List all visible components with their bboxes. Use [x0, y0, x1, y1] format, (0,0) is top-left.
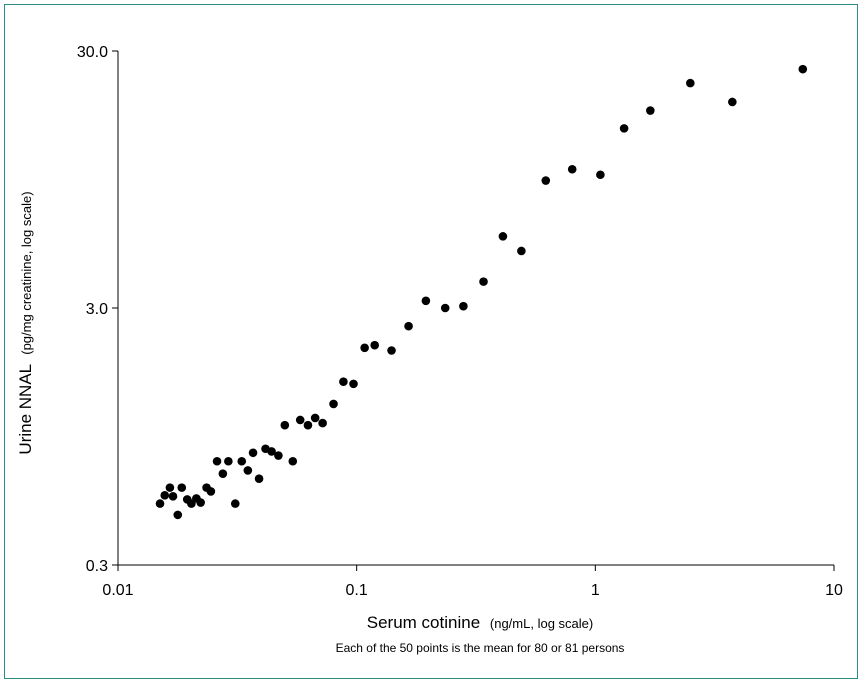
data-point: [280, 420, 290, 430]
data-point: [318, 418, 327, 428]
data-point: [196, 498, 205, 507]
y-tick-label: 0.3: [86, 558, 108, 575]
data-point: [212, 456, 222, 466]
x-tick-label: 10: [825, 582, 843, 599]
data-point: [329, 399, 338, 409]
data-point: [479, 277, 488, 286]
data-point: [267, 447, 276, 456]
data-point: [440, 303, 450, 313]
data-points: [155, 64, 808, 520]
x-tick-label: 1: [591, 582, 600, 599]
data-point: [254, 474, 264, 484]
x-axis-label-main: Serum cotinine: [367, 613, 480, 632]
data-point: [498, 232, 508, 241]
data-point: [173, 510, 183, 520]
data-point: [686, 78, 695, 88]
data-point: [177, 483, 187, 492]
data-point: [230, 499, 240, 508]
y-tick-label: 30.0: [77, 44, 108, 61]
data-point: [360, 343, 369, 353]
data-point: [404, 321, 413, 331]
data-point: [798, 64, 808, 74]
data-point: [596, 170, 605, 180]
data-point: [160, 491, 170, 500]
data-point: [206, 487, 216, 496]
data-point: [248, 448, 258, 458]
x-tick-label: 0.01: [102, 582, 133, 599]
data-point: [237, 456, 247, 466]
y-axis-label-main: Urine NNAL: [16, 364, 35, 454]
data-point: [224, 456, 233, 466]
x-axis-label: Serum cotinine (ng/mL, log scale): [367, 613, 593, 632]
data-point: [619, 124, 629, 133]
data-point: [295, 415, 305, 425]
data-point: [349, 379, 358, 389]
data-point: [421, 296, 431, 306]
y-tick-label: 3.0: [86, 301, 108, 318]
data-point: [303, 420, 313, 430]
data-point: [310, 413, 320, 423]
data-point: [459, 301, 468, 311]
x-axis-label-unit: (ng/mL, log scale): [490, 616, 593, 631]
data-point: [370, 340, 379, 350]
data-point: [165, 483, 175, 492]
chart-note: Each of the 50 points is the mean for 80…: [336, 641, 625, 655]
data-point: [155, 499, 165, 508]
data-point: [541, 176, 551, 185]
ticks: 0.01 0.1 1 10 0.3 3.0 30.0: [77, 44, 843, 599]
data-point: [288, 456, 298, 466]
data-point: [567, 164, 577, 174]
data-point: [728, 97, 737, 107]
data-point: [387, 346, 396, 355]
data-point: [274, 451, 283, 460]
data-point: [218, 469, 228, 478]
axes: [117, 51, 834, 566]
data-point: [243, 466, 253, 475]
y-axis-label-unit: (pg/mg creatinine, log scale): [19, 191, 34, 354]
y-axis-label: Urine NNAL (pg/mg creatinine, log scale): [16, 191, 35, 454]
data-point: [517, 246, 526, 256]
chart-frame: [4, 4, 858, 679]
x-tick-label: 0.1: [346, 582, 368, 599]
data-point: [646, 106, 655, 115]
data-point: [339, 377, 348, 387]
data-point: [168, 492, 178, 501]
